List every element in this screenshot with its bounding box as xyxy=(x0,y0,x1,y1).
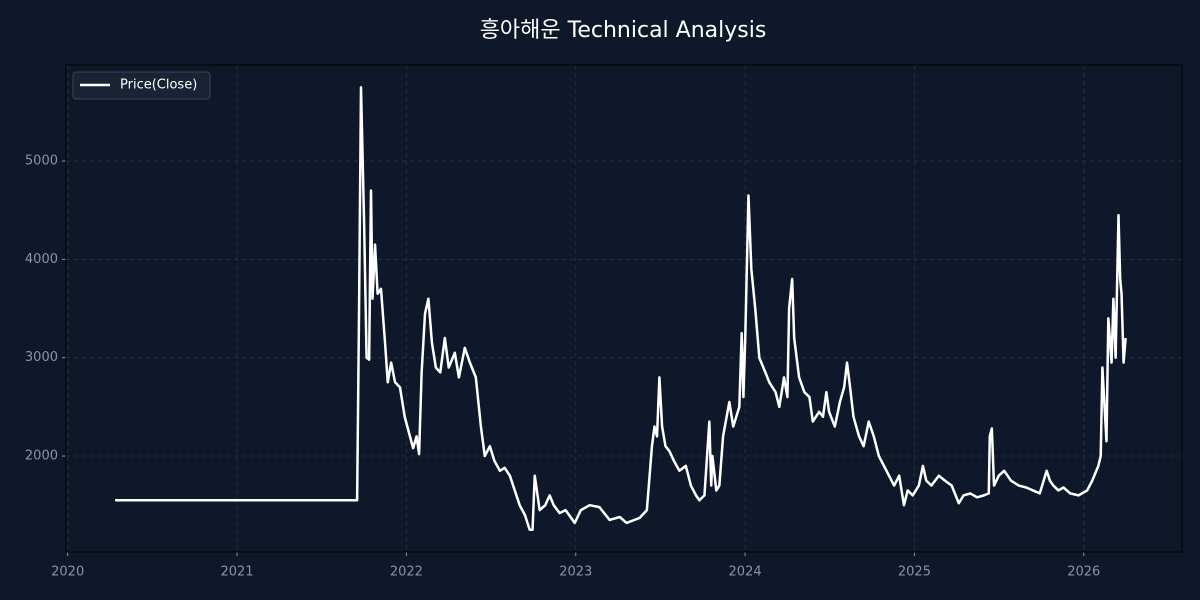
legend-label: Price(Close) xyxy=(120,78,197,93)
x-tick-label: 2020 xyxy=(51,565,84,580)
x-tick-label: 2026 xyxy=(1067,565,1100,580)
y-tick-label: 3000 xyxy=(25,350,58,365)
x-tick-label: 2025 xyxy=(898,565,931,580)
y-tick-label: 2000 xyxy=(25,449,58,464)
x-tick-label: 2021 xyxy=(220,565,253,580)
chart-title: 흥아해운 Technical Analysis xyxy=(480,18,767,43)
y-tick-label: 4000 xyxy=(25,252,58,267)
x-tick-label: 2022 xyxy=(390,565,423,580)
legend: Price(Close) xyxy=(72,71,211,100)
legend-box xyxy=(72,71,211,100)
x-tick-label: 2024 xyxy=(729,565,762,580)
x-tick-label: 2023 xyxy=(559,565,592,580)
plot-frame xyxy=(65,64,1183,553)
y-tick-label: 5000 xyxy=(25,154,58,169)
price-line xyxy=(115,86,1127,532)
